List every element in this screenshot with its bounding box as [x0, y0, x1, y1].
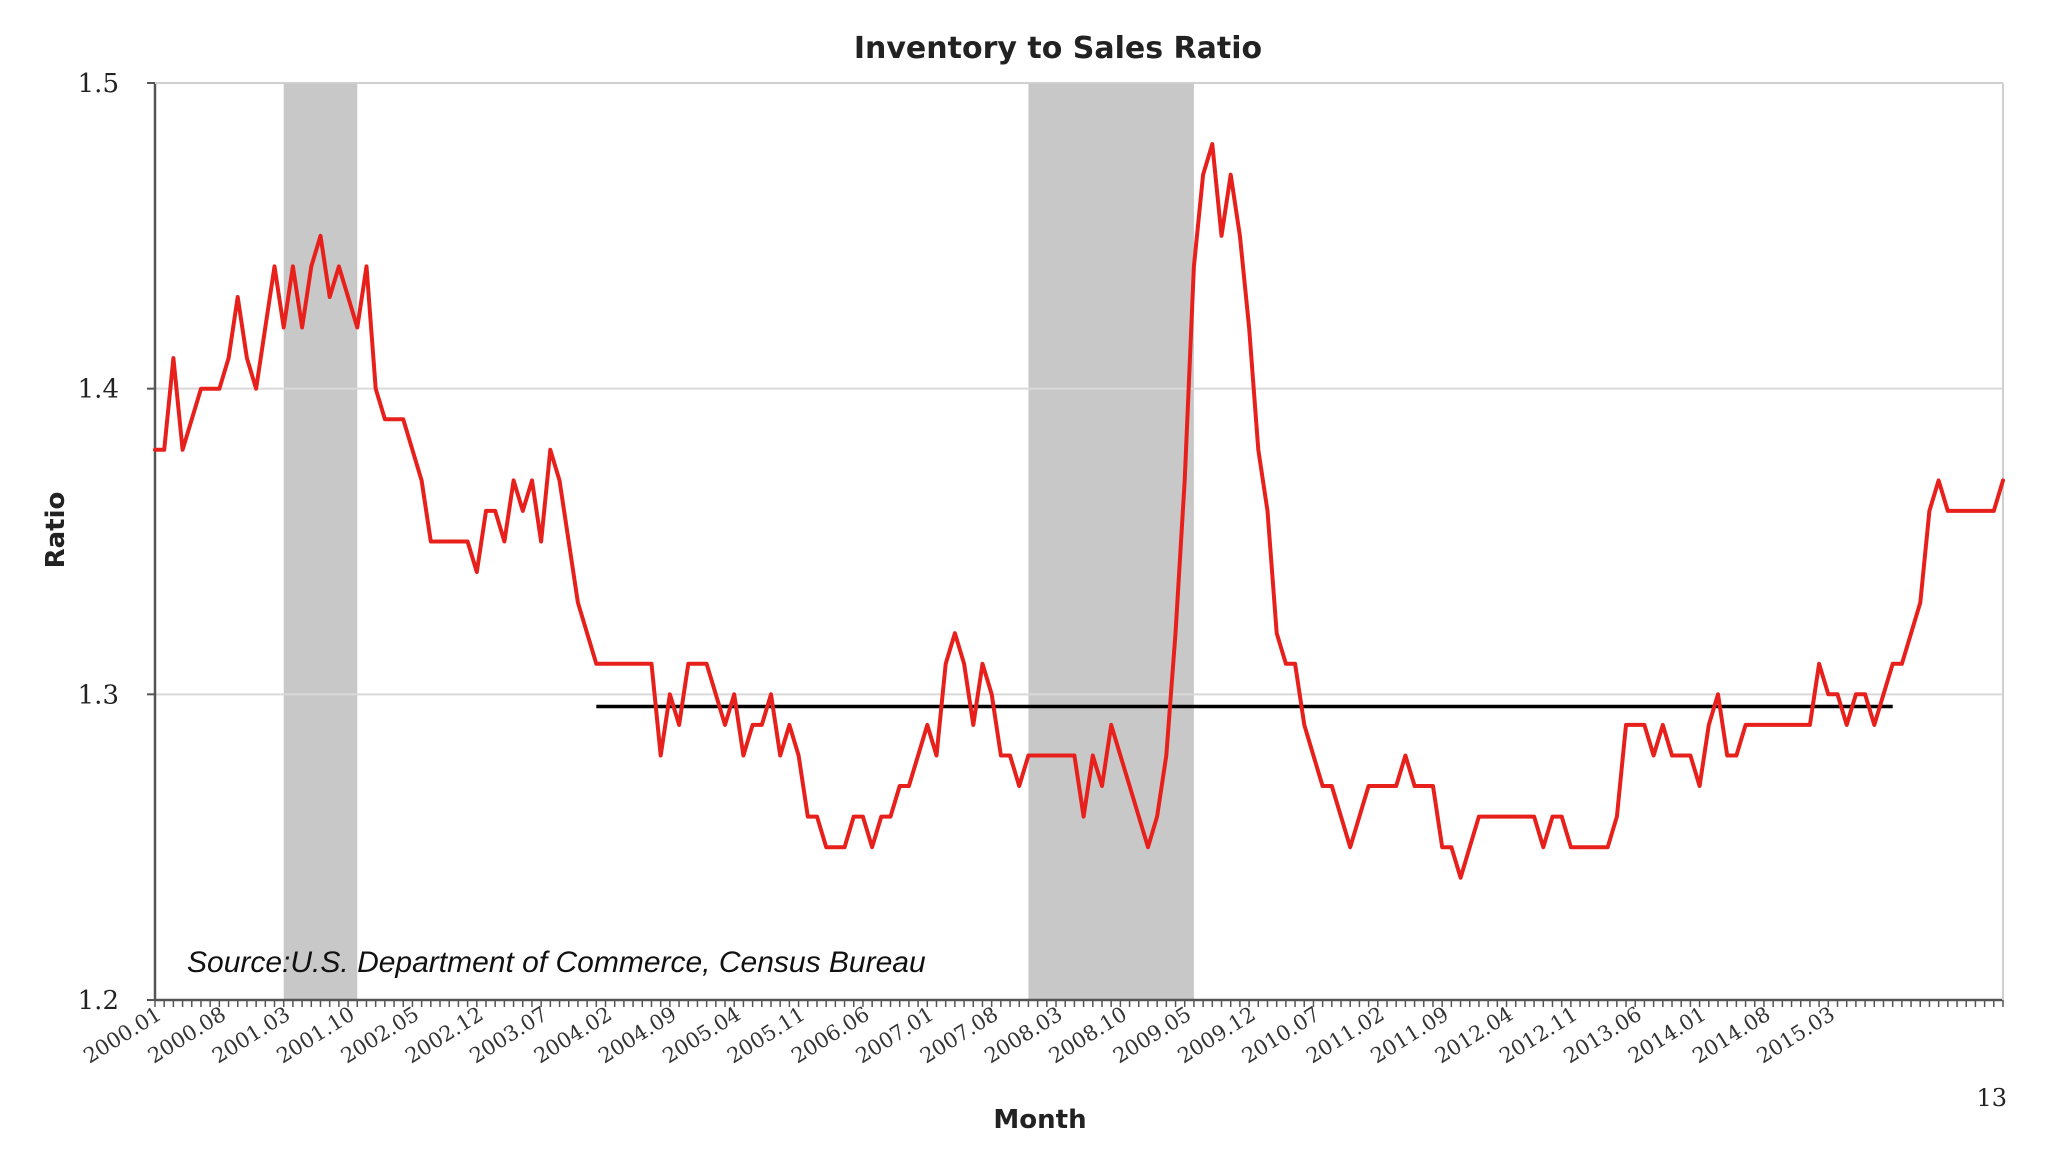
y-tick-labels: 1.2 1.3 1.4 1.5 — [78, 69, 119, 1016]
series-group — [153, 142, 2005, 880]
recession-band-2 — [1028, 83, 1194, 1000]
series-line-inventory-sales — [153, 142, 2005, 880]
y-tick-label-1.5: 1.5 — [78, 69, 119, 99]
y-tick-label-1.4: 1.4 — [78, 375, 119, 405]
y-tick-label-1.2: 1.2 — [78, 986, 119, 1016]
page-number: 13 — [1976, 1084, 2007, 1112]
recession-bands — [283, 83, 1194, 1000]
source-annotation: Source:U.S. Department of Commerce, Cens… — [187, 946, 926, 979]
chart-title: Inventory to Sales Ratio — [854, 31, 1262, 66]
y-tick-label-1.3: 1.3 — [78, 680, 119, 710]
x-axis-title: Month — [993, 1105, 1086, 1135]
recession-band-1 — [283, 83, 358, 1000]
y-axis-title: Ratio — [41, 492, 71, 569]
axes — [147, 82, 2004, 1007]
